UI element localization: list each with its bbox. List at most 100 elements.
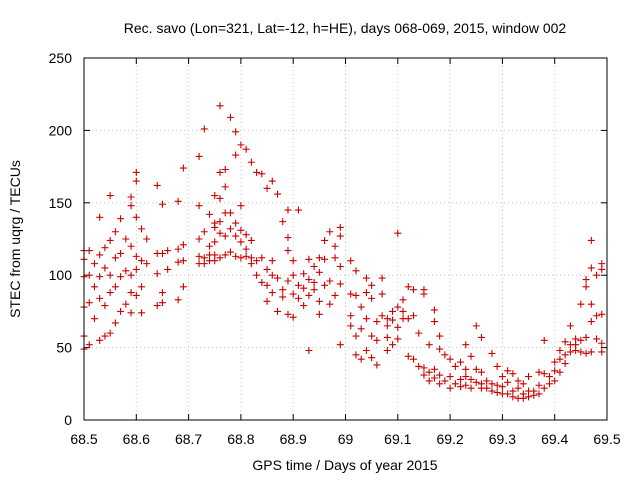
data-point (106, 236, 114, 244)
data-point (561, 338, 569, 346)
data-point (279, 293, 287, 301)
data-point (106, 192, 114, 200)
data-point (232, 128, 240, 136)
data-point (394, 323, 402, 331)
data-point (132, 252, 140, 260)
data-point (561, 351, 569, 359)
data-point (122, 235, 130, 243)
data-point (326, 228, 334, 236)
data-point (409, 312, 417, 320)
data-point (310, 278, 318, 286)
data-point (593, 312, 601, 320)
data-point (577, 348, 585, 356)
data-point (258, 278, 266, 286)
x-tick-label: 69.5 (593, 431, 620, 447)
data-point (206, 210, 214, 218)
data-point (582, 333, 590, 341)
data-point (263, 297, 271, 305)
data-point (127, 193, 135, 201)
data-point (216, 218, 224, 226)
data-point (232, 151, 240, 159)
data-point (504, 390, 512, 398)
data-point (409, 286, 417, 294)
y-axis-label: STEC from uqrg / TECUs (7, 160, 23, 318)
data-point (394, 303, 402, 311)
data-point (357, 355, 365, 363)
data-point (582, 283, 590, 291)
data-point (253, 257, 261, 265)
data-point (415, 329, 423, 337)
data-point (247, 158, 255, 166)
data-point (493, 362, 501, 370)
data-point (593, 335, 601, 343)
data-point (132, 213, 140, 221)
y-tick-label: 150 (49, 195, 73, 211)
data-point (321, 255, 329, 263)
data-point (587, 318, 595, 326)
plot-frame (83, 57, 608, 421)
data-point (300, 284, 308, 292)
data-point (504, 378, 512, 386)
data-point (378, 290, 386, 298)
data-point (566, 348, 574, 356)
data-point (138, 283, 146, 291)
data-point (96, 294, 104, 302)
data-point (279, 286, 287, 294)
data-point (493, 388, 501, 396)
data-point (430, 306, 438, 314)
data-point (211, 257, 219, 265)
data-point (331, 291, 339, 299)
data-point (493, 381, 501, 389)
x-tick-label: 69.2 (436, 431, 463, 447)
data-point (347, 312, 355, 320)
data-point (132, 168, 140, 176)
data-point (138, 309, 146, 317)
data-point (226, 248, 234, 256)
y-tick-label: 200 (49, 122, 73, 138)
data-point (158, 200, 166, 208)
data-point (310, 263, 318, 271)
data-point (519, 394, 527, 402)
data-point (174, 258, 182, 266)
data-point (85, 247, 93, 255)
data-point (127, 289, 135, 297)
data-point (587, 348, 595, 356)
data-point (211, 192, 219, 200)
data-point (284, 206, 292, 214)
x-tick-label: 68.6 (123, 431, 150, 447)
data-point (195, 202, 203, 210)
data-point (96, 251, 104, 259)
data-point (294, 206, 302, 214)
y-tick-label: 50 (56, 340, 72, 356)
data-point (258, 170, 266, 178)
data-point (122, 300, 130, 308)
data-point (462, 341, 470, 349)
data-point (284, 247, 292, 255)
data-point (457, 358, 465, 366)
data-point (415, 362, 423, 370)
data-point (436, 371, 444, 379)
data-point (362, 289, 370, 297)
data-point (373, 336, 381, 344)
data-point (216, 102, 224, 110)
data-point (514, 377, 522, 385)
data-point (577, 300, 585, 308)
data-point (545, 380, 553, 388)
data-point (498, 373, 506, 381)
data-point (247, 260, 255, 268)
data-point (253, 271, 261, 279)
data-point (315, 254, 323, 262)
data-point (158, 249, 166, 257)
x-tick-label: 68.8 (227, 431, 254, 447)
data-point (268, 177, 276, 185)
data-point (164, 265, 172, 273)
data-point (326, 300, 334, 308)
data-point (389, 307, 397, 315)
data-point (462, 365, 470, 373)
data-point (446, 355, 454, 363)
data-point (389, 316, 397, 324)
data-point (216, 254, 224, 262)
data-point (566, 322, 574, 330)
data-point (373, 318, 381, 326)
data-point (551, 358, 559, 366)
